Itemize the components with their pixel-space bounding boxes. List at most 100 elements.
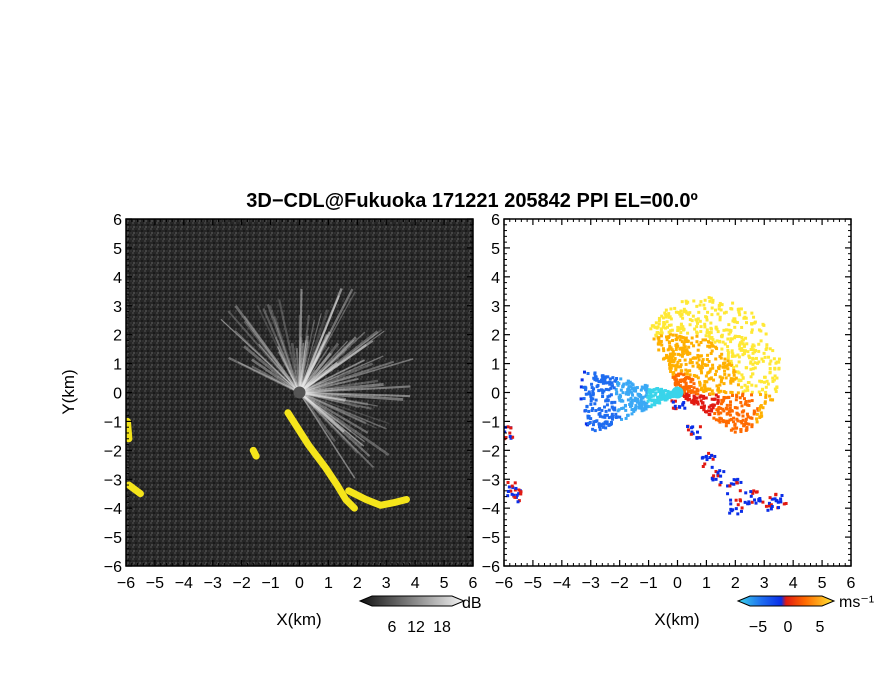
velocity-pixel xyxy=(589,399,593,403)
velocity-pixel xyxy=(713,340,717,344)
velocity-pixel xyxy=(731,508,735,512)
velocity-pixel xyxy=(739,348,743,352)
velocity-pixel xyxy=(780,494,784,498)
velocity-pixel xyxy=(663,356,667,360)
velocity-pixel xyxy=(662,349,666,353)
velocity-pixel xyxy=(704,374,708,378)
y-tick-label: 6 xyxy=(113,212,122,229)
velocity-pixel xyxy=(734,507,738,511)
velocity-pixel xyxy=(777,367,781,371)
velocity-pixel xyxy=(655,326,659,330)
x-tick-label: −3 xyxy=(204,575,222,592)
velocity-pixel xyxy=(640,405,644,409)
velocity-pixel xyxy=(769,398,773,402)
velocity-pixel xyxy=(665,338,669,342)
velocity-pixel xyxy=(688,323,692,327)
velocity-pixel xyxy=(705,328,709,332)
velocity-pixel xyxy=(743,402,747,406)
velocity-pixel xyxy=(750,311,754,315)
velocity-pixel xyxy=(674,333,678,337)
velocity-pixel xyxy=(730,337,734,341)
velocity-pixel xyxy=(754,348,758,352)
velocity-pixel xyxy=(745,342,749,346)
velocity-pixel xyxy=(710,306,714,310)
velocity-pixel xyxy=(750,322,754,326)
velocity-pixel xyxy=(643,404,647,408)
velocity-pixel xyxy=(656,336,660,340)
velocity-pixel xyxy=(593,402,597,406)
velocity-pixel xyxy=(515,493,519,497)
reflectivity-beam xyxy=(299,379,379,394)
velocity-pixel xyxy=(707,359,711,363)
velocity-pixel xyxy=(674,347,678,351)
velocity-pixel xyxy=(707,340,711,344)
velocity-pixel xyxy=(745,422,749,426)
velocity-pixel xyxy=(718,301,722,305)
reflectivity-echo-strong xyxy=(345,487,410,509)
velocity-pixel xyxy=(710,313,714,317)
velocity-pixel xyxy=(701,361,705,365)
velocity-pixel xyxy=(693,327,697,331)
velocity-pixel xyxy=(682,373,686,377)
velocity-pixel xyxy=(713,411,717,415)
velocity-pixel xyxy=(751,372,755,376)
velocity-pixel xyxy=(740,421,744,425)
reflectivity-beam xyxy=(298,336,357,394)
velocity-pixel xyxy=(587,421,591,425)
velocity-pixel xyxy=(722,328,726,332)
velocity-pixel xyxy=(750,328,754,332)
velocity-pixel xyxy=(601,415,605,419)
velocity-pixel xyxy=(603,413,607,417)
velocity-pixel xyxy=(671,350,675,354)
velocity-pixel xyxy=(729,340,733,344)
velocity-pixel xyxy=(731,427,735,431)
velocity-pixel xyxy=(729,329,733,333)
velocity-pixel xyxy=(597,389,601,393)
reflectivity-beam xyxy=(299,329,383,394)
velocity-pixel xyxy=(673,306,677,310)
velocity-pixel xyxy=(732,365,736,369)
velocity-pixel xyxy=(746,350,750,354)
velocity-pixel xyxy=(579,385,583,389)
velocity-pixel xyxy=(716,330,720,334)
velocity-pixel xyxy=(761,406,765,410)
velocity-pixel xyxy=(729,482,733,486)
velocity-pixel xyxy=(764,332,768,336)
velocity-pixel xyxy=(598,407,602,411)
velocity-pixel xyxy=(689,380,693,384)
velocity-pixel xyxy=(710,336,714,340)
reflectivity-beam xyxy=(298,391,367,425)
velocity-pixel xyxy=(600,374,604,378)
velocity-pixel xyxy=(744,491,748,495)
velocity-pixel xyxy=(619,388,623,392)
velocity-pixel xyxy=(614,412,618,416)
y-tick-label: 0 xyxy=(113,386,122,403)
velocity-pixel xyxy=(764,348,768,352)
velocity-pixel xyxy=(737,344,741,348)
velocity-pixel xyxy=(734,498,738,502)
velocity-pixel xyxy=(673,404,677,408)
velocity-pixel xyxy=(690,341,694,345)
velocity-pixel xyxy=(706,371,710,375)
velocity-pixel xyxy=(616,383,620,387)
velocity-pixel xyxy=(684,396,688,400)
velocity-pixel xyxy=(664,394,668,398)
velocity-pixel xyxy=(682,343,686,347)
velocity-pixel xyxy=(707,412,711,416)
velocity-pixel xyxy=(724,376,728,380)
velocity-pixel xyxy=(676,329,680,333)
velocity-pixel xyxy=(759,339,763,343)
velocity-pixel xyxy=(733,430,737,434)
reflectivity-beam xyxy=(299,391,369,406)
velocity-pixel xyxy=(667,315,671,319)
x-tick-label: 6 xyxy=(469,575,478,592)
velocity-pixel xyxy=(722,311,726,315)
velocity-pixel xyxy=(645,388,649,392)
x-tick-label: 0 xyxy=(295,575,304,592)
velocity-pixel xyxy=(686,331,690,335)
velocity-pixel xyxy=(610,384,614,388)
velocity-pixel xyxy=(676,344,680,348)
velocity-pixel xyxy=(732,420,736,424)
velocity-pixel xyxy=(605,413,609,417)
